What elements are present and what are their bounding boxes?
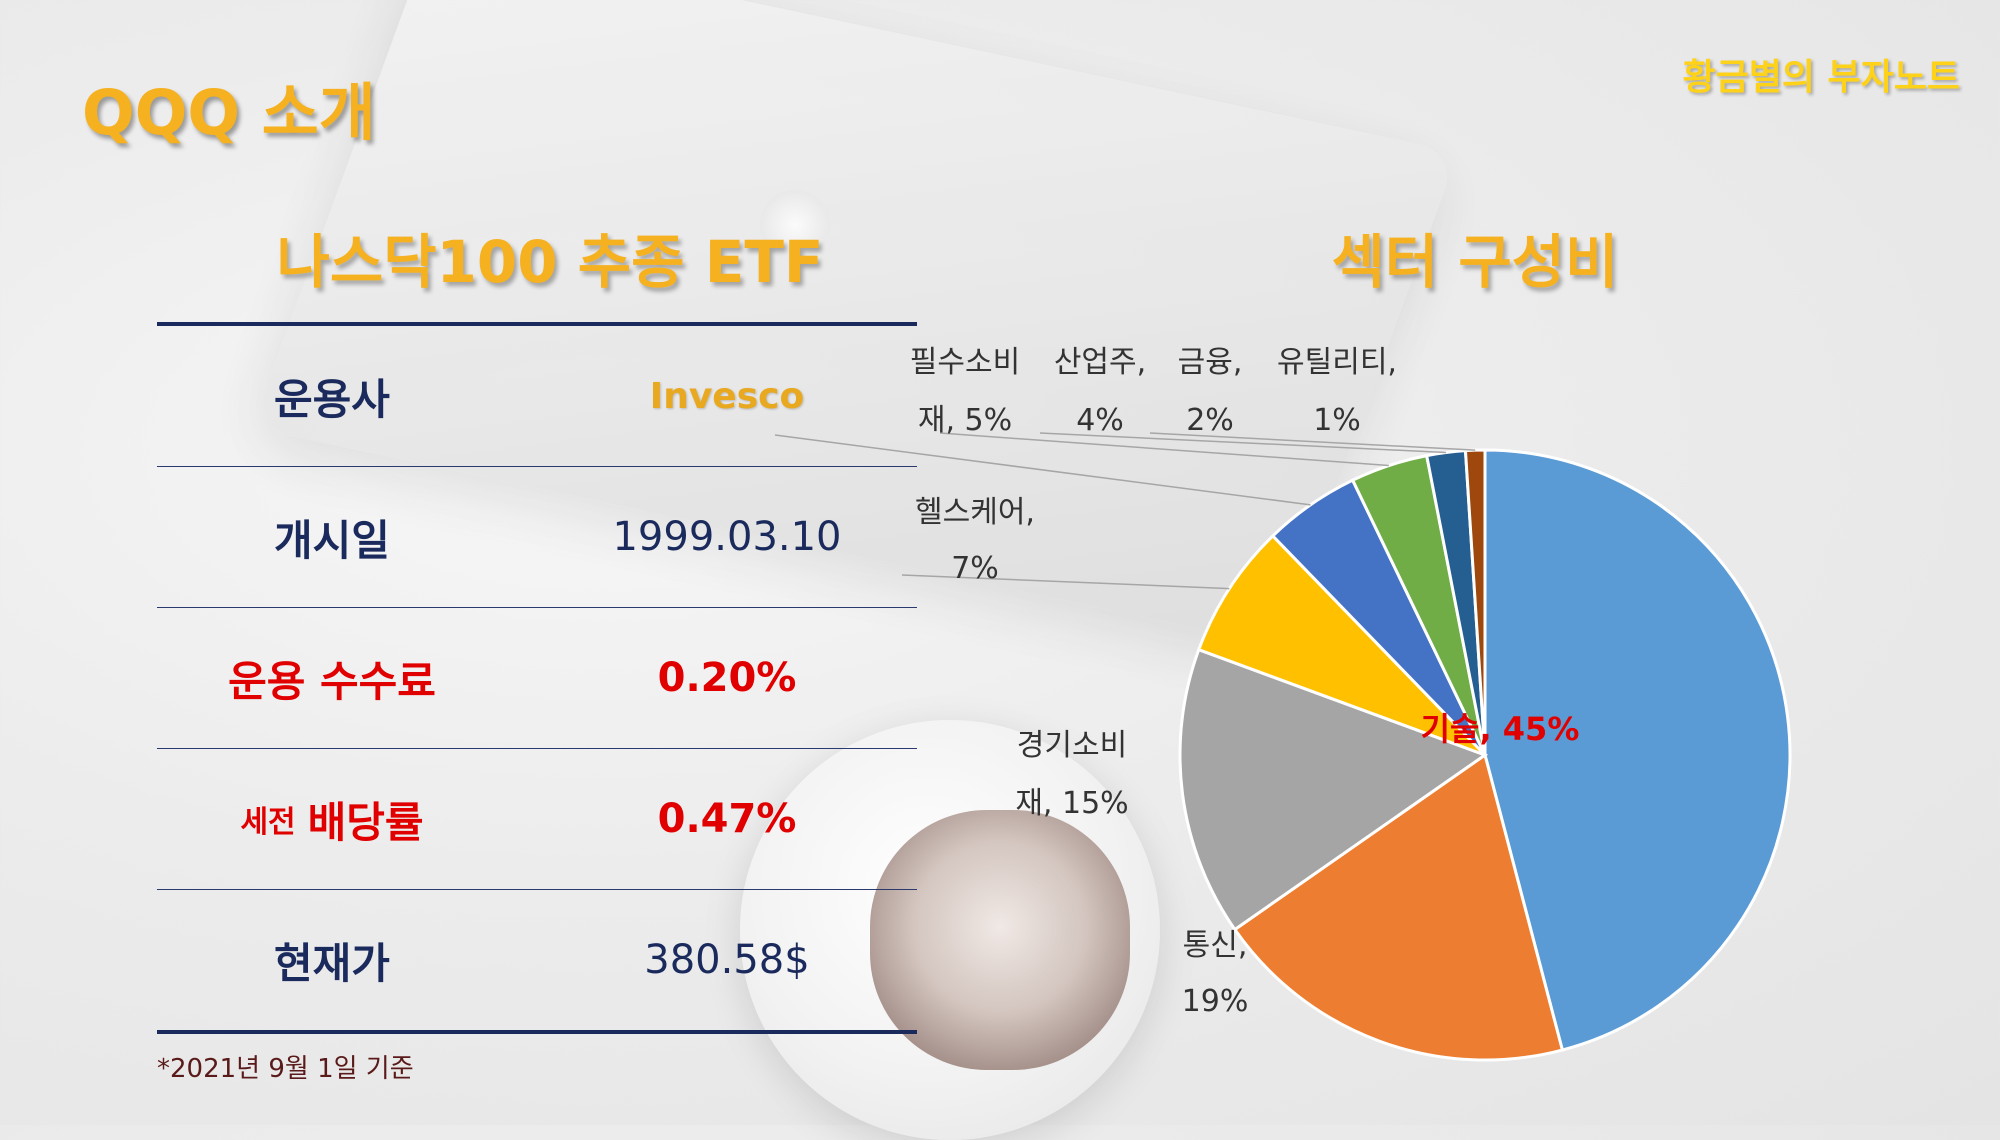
pie-data-label: 필수소비 [910, 345, 1020, 380]
pie-slice-2 [1232, 752, 1565, 1062]
table-divider [157, 607, 917, 608]
table-divider [157, 889, 917, 890]
brand-label: 황금별의 부자노트 [1682, 57, 1961, 98]
pie-data-label: 금융, [1178, 345, 1243, 380]
table-row-inception: 개시일 1999.03.10 [157, 467, 917, 607]
pie-data-label: 경기소비 [1017, 728, 1127, 763]
table-divider [157, 466, 917, 467]
pie-data-label: 19% [1182, 984, 1249, 1019]
row-label-group: 세전 배당률 [157, 749, 507, 889]
table-row-fee: 운용 수수료 0.20% [157, 608, 917, 748]
table-top-rule [157, 322, 917, 326]
table-bottom-rule [157, 1030, 917, 1034]
pie-data-label: 통신, [1183, 928, 1248, 963]
pie-slice-8 [1463, 448, 1487, 756]
pie-leader-line [1039, 432, 1447, 454]
row-label: 배당률 [307, 797, 424, 847]
pie-leader-line [774, 434, 1311, 506]
pie-leader-line [1149, 432, 1476, 451]
pie-data-label: 유틸리티, [1277, 345, 1397, 380]
pie-slice-1 [1483, 448, 1792, 1052]
etf-info-table: 운용사 Invesco 개시일 1999.03.10 운용 수수료 0.20% … [157, 322, 917, 1034]
pie-data-label: 4% [1076, 403, 1124, 438]
pie-data-label: 기술, 45% [1421, 710, 1580, 748]
sector-subtitle: 섹터 구성비 [1331, 228, 1619, 296]
pie-data-label: 산업주, [1054, 345, 1146, 380]
row-label: 운용 수수료 [228, 656, 436, 706]
pie-data-label: 재, 5% [918, 403, 1012, 438]
pie-data-label: 헬스케어, [915, 495, 1035, 530]
row-value: 380.58$ [644, 937, 810, 983]
row-label: 운용사 [274, 374, 390, 424]
footnote: *2021년 9월 1일 기준 [157, 1054, 414, 1084]
row-value: Invesco [649, 375, 805, 417]
pie-leader-line [939, 432, 1389, 467]
row-label: 현재가 [274, 938, 390, 988]
pie-leader-line [901, 574, 1230, 590]
row-label: 개시일 [274, 515, 390, 565]
row-label-prefix: 세전 [240, 805, 296, 840]
table-divider [157, 748, 917, 749]
pie-data-label: 1% [1313, 403, 1361, 438]
pie-slice-3 [1178, 647, 1489, 932]
pie-data-label: 재, 15% [1015, 786, 1128, 821]
table-row-manager: 운용사 Invesco [157, 326, 917, 466]
page-title: QQQ 소개 [82, 76, 376, 149]
table-row-dividend: 세전 배당률 0.47% [157, 749, 917, 889]
etf-subtitle: 나스닥100 추종 ETF [276, 228, 824, 296]
pie-data-label: 7% [951, 551, 999, 586]
row-value: 0.47% [657, 796, 797, 842]
row-value: 1999.03.10 [612, 514, 842, 560]
row-value: 0.20% [657, 655, 797, 701]
table-row-price: 현재가 380.58$ [157, 890, 917, 1030]
pie-data-label: 2% [1186, 403, 1234, 438]
